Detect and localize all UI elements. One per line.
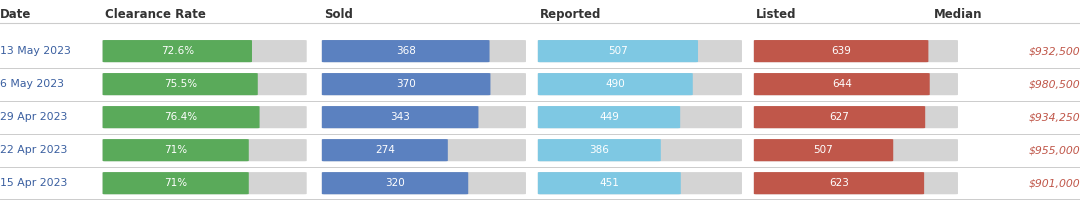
Text: 490: 490 [606, 79, 625, 89]
Text: 13 May 2023: 13 May 2023 [0, 46, 71, 56]
Text: Sold: Sold [324, 8, 353, 22]
FancyBboxPatch shape [103, 40, 307, 62]
Text: $934,250: $934,250 [1028, 112, 1080, 122]
FancyBboxPatch shape [103, 106, 259, 128]
Text: 451: 451 [599, 178, 619, 188]
Text: 368: 368 [395, 46, 416, 56]
FancyBboxPatch shape [322, 73, 490, 95]
FancyBboxPatch shape [103, 73, 258, 95]
FancyBboxPatch shape [754, 73, 930, 95]
FancyBboxPatch shape [322, 73, 526, 95]
FancyBboxPatch shape [538, 106, 742, 128]
Text: 386: 386 [590, 145, 609, 155]
Text: 627: 627 [829, 112, 850, 122]
FancyBboxPatch shape [754, 172, 958, 194]
Text: 76.4%: 76.4% [164, 112, 198, 122]
FancyBboxPatch shape [754, 106, 926, 128]
FancyBboxPatch shape [322, 172, 526, 194]
FancyBboxPatch shape [754, 40, 929, 62]
Text: 274: 274 [375, 145, 395, 155]
Text: 75.5%: 75.5% [164, 79, 197, 89]
FancyBboxPatch shape [538, 106, 680, 128]
Text: $955,000: $955,000 [1028, 145, 1080, 155]
FancyBboxPatch shape [322, 106, 478, 128]
Text: 320: 320 [386, 178, 405, 188]
FancyBboxPatch shape [538, 73, 692, 95]
Text: 507: 507 [608, 46, 627, 56]
Text: Median: Median [934, 8, 983, 22]
Text: Listed: Listed [756, 8, 797, 22]
Text: 639: 639 [832, 46, 851, 56]
FancyBboxPatch shape [754, 139, 958, 161]
FancyBboxPatch shape [322, 40, 526, 62]
FancyBboxPatch shape [103, 106, 307, 128]
FancyBboxPatch shape [538, 73, 742, 95]
Text: $932,500: $932,500 [1028, 46, 1080, 56]
Text: 6 May 2023: 6 May 2023 [0, 79, 64, 89]
FancyBboxPatch shape [103, 172, 248, 194]
Text: 623: 623 [829, 178, 849, 188]
Text: $901,000: $901,000 [1028, 178, 1080, 188]
FancyBboxPatch shape [103, 139, 307, 161]
FancyBboxPatch shape [538, 139, 742, 161]
FancyBboxPatch shape [322, 172, 469, 194]
Text: 507: 507 [813, 145, 834, 155]
FancyBboxPatch shape [322, 139, 448, 161]
Text: 71%: 71% [164, 145, 187, 155]
FancyBboxPatch shape [538, 172, 742, 194]
FancyBboxPatch shape [538, 172, 680, 194]
FancyBboxPatch shape [103, 139, 248, 161]
Text: 644: 644 [832, 79, 852, 89]
Text: 15 Apr 2023: 15 Apr 2023 [0, 178, 67, 188]
FancyBboxPatch shape [538, 40, 742, 62]
FancyBboxPatch shape [103, 172, 307, 194]
Text: Clearance Rate: Clearance Rate [105, 8, 205, 22]
Text: $980,500: $980,500 [1028, 79, 1080, 89]
FancyBboxPatch shape [322, 106, 526, 128]
FancyBboxPatch shape [538, 139, 661, 161]
FancyBboxPatch shape [754, 172, 924, 194]
FancyBboxPatch shape [538, 40, 698, 62]
FancyBboxPatch shape [103, 73, 307, 95]
Text: 449: 449 [599, 112, 619, 122]
Text: 72.6%: 72.6% [161, 46, 193, 56]
FancyBboxPatch shape [754, 73, 958, 95]
FancyBboxPatch shape [322, 139, 526, 161]
FancyBboxPatch shape [754, 106, 958, 128]
Text: Reported: Reported [540, 8, 602, 22]
FancyBboxPatch shape [322, 40, 489, 62]
Text: 22 Apr 2023: 22 Apr 2023 [0, 145, 67, 155]
Text: 71%: 71% [164, 178, 187, 188]
FancyBboxPatch shape [754, 40, 958, 62]
Text: Date: Date [0, 8, 31, 22]
Text: 29 Apr 2023: 29 Apr 2023 [0, 112, 67, 122]
Text: 370: 370 [396, 79, 416, 89]
FancyBboxPatch shape [754, 139, 893, 161]
FancyBboxPatch shape [103, 40, 252, 62]
Text: 343: 343 [390, 112, 410, 122]
